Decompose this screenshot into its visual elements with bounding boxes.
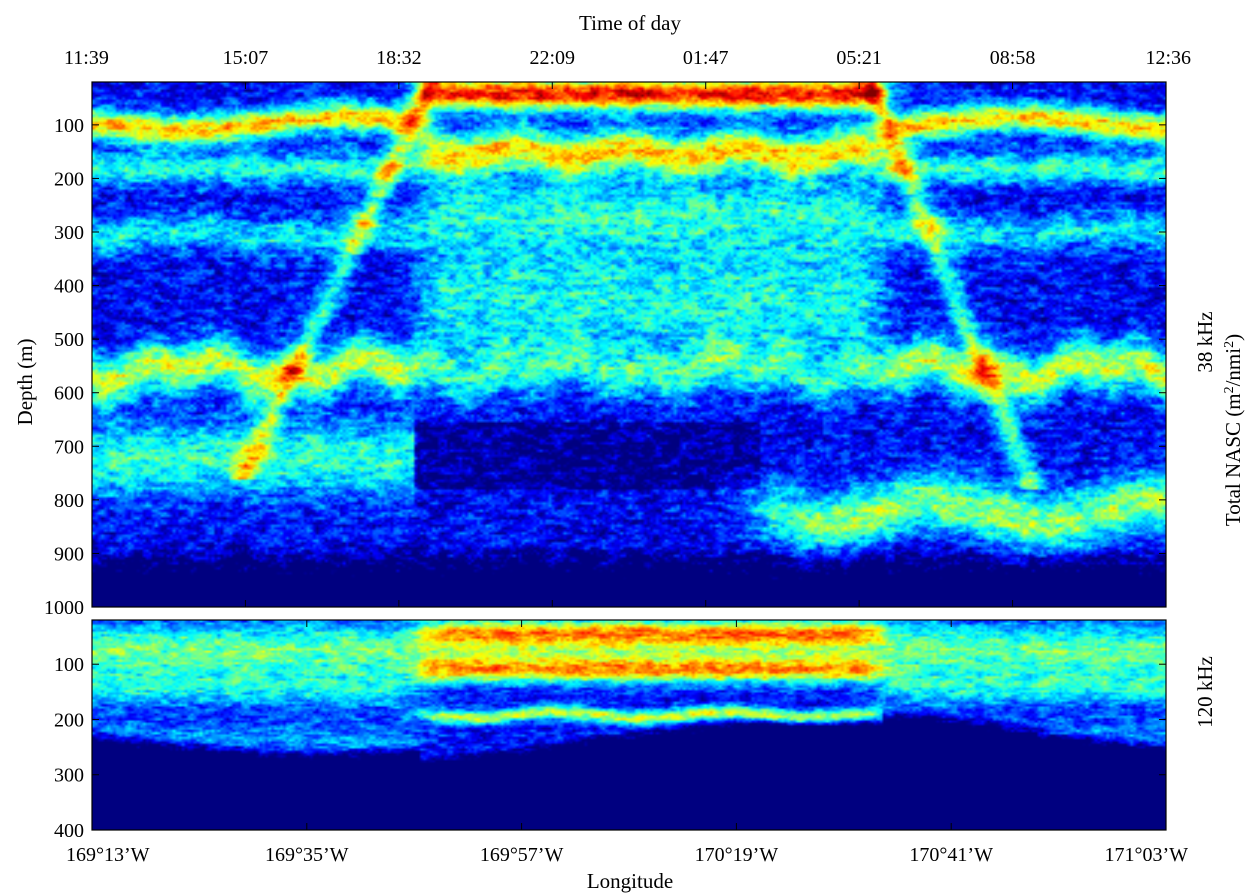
p120-ytick-label: 200	[54, 709, 84, 731]
p38-ytick-label: 500	[54, 329, 84, 351]
y-axis-title: Depth (m)	[13, 339, 37, 426]
top-tick-label: 01:47	[683, 47, 729, 69]
panel-120khz-label: 120 kHz	[1193, 656, 1217, 728]
p38-ytick-label: 700	[54, 436, 84, 458]
bottom-tick-label: 169°13’W	[66, 844, 150, 866]
colorbar-label-text: Total NASC (m	[1221, 393, 1245, 526]
p38-ytick-label: 400	[54, 276, 84, 298]
bottom-tick-label: 170°41’W	[909, 844, 993, 866]
p38-ytick-label: 100	[54, 115, 84, 137]
bottom-tick-label: 170°19’W	[695, 844, 779, 866]
colorbar-label: Total NASC (m2/nmi2)	[1221, 334, 1245, 526]
p120-ytick-label: 300	[54, 765, 84, 787]
panel-38khz-frame	[91, 81, 1167, 608]
top-tick-label: 08:58	[990, 47, 1036, 69]
heatmap-38khz-image	[92, 82, 1166, 607]
colorbar-label-sup1: 2	[1222, 386, 1237, 393]
p38-ytick-label: 600	[54, 383, 84, 405]
top-axis-title: Time of day	[579, 11, 681, 35]
top-tick-label: 12:36	[1145, 47, 1191, 69]
p38-ytick-label: 200	[54, 168, 84, 190]
colorbar-label-end: )	[1221, 334, 1245, 341]
p120-ytick-label: 100	[54, 654, 84, 676]
top-tick-label: 15:07	[223, 47, 269, 69]
bottom-tick-label: 169°35’W	[265, 844, 349, 866]
panel-38khz-label: 38 kHz	[1193, 311, 1217, 372]
p38-ytick-label: 300	[54, 222, 84, 244]
p38-ytick-label: 800	[54, 490, 84, 512]
top-tick-label: 05:21	[836, 47, 882, 69]
bottom-tick-label: 169°57’W	[480, 844, 564, 866]
top-tick-label: 22:09	[530, 47, 576, 69]
colorbar-label-mid: /nmi	[1221, 348, 1245, 387]
bottom-axis-title: Longitude	[587, 869, 673, 893]
ticks-layer: 11:39 15:07 18:32 22:09 01:47 05:21 08:58 12:36…	[44, 47, 1191, 866]
p38-ytick-label: 1000	[44, 597, 84, 619]
p120-ytick-label: 400	[54, 820, 84, 842]
top-tick-label: 11:39	[64, 47, 109, 69]
p38-ytick-label: 900	[54, 543, 84, 565]
top-tick-label: 18:32	[376, 47, 422, 69]
heatmap-120khz-image	[92, 620, 1166, 830]
panel-120khz-frame	[91, 619, 1167, 831]
colorbar-label-sup2: 2	[1222, 341, 1237, 348]
bottom-tick-label: 171°03’W	[1104, 844, 1188, 866]
